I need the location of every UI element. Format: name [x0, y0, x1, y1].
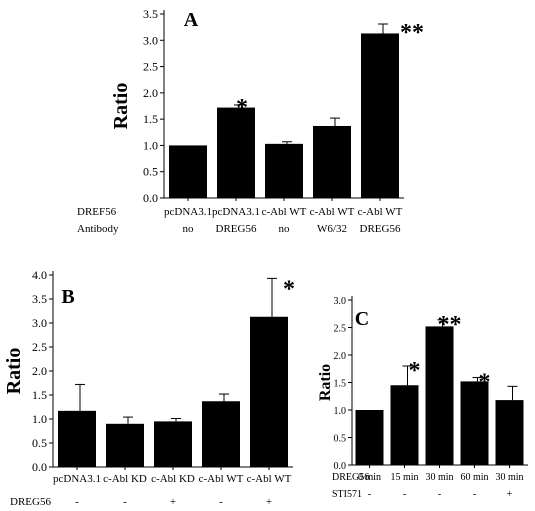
panel-a-category-label: c-Abl WT	[262, 206, 307, 218]
panel-c-category-label: +	[507, 489, 513, 500]
panel-c-category-label: 15 min	[390, 472, 418, 483]
panel-c-bar	[425, 326, 454, 465]
panel-b-bar	[250, 316, 288, 467]
panel-a-bar	[361, 33, 399, 198]
panel-a-y-tick-label: 1.0	[143, 138, 158, 152]
panel-b-y-tick-label: 3.0	[32, 316, 47, 330]
panel-a-row-label: Antibody	[77, 223, 119, 235]
panel-a-row-label: DREF56	[77, 206, 117, 218]
panel-b-category-label: pcDNA3.1	[53, 473, 101, 485]
panel-a-category-label: DREG56	[216, 223, 257, 235]
panel-b-y-tick-label: 1.5	[32, 388, 47, 402]
panel-a-y-tick-label: 0.5	[143, 165, 158, 179]
panel-c-y-tick-label: 0.5	[334, 434, 347, 445]
panel-b-significance-mark: *	[283, 276, 295, 302]
panel-c-title: C	[355, 308, 369, 330]
panel-b-bar	[106, 423, 144, 467]
panel-a-y-tick-label: 3.0	[143, 33, 158, 47]
panel-a-category-label: W6/32	[317, 223, 347, 235]
panel-c-category-label: 30 min	[495, 472, 523, 483]
panel-c-category-label: -	[368, 489, 371, 500]
panel-c-y-tick-label: 3.0	[334, 296, 347, 307]
panel-c-bar	[495, 400, 524, 465]
panel-a-y-tick-label: 2.0	[143, 86, 158, 100]
panel-b-bar	[154, 421, 192, 467]
panel-c-bar	[355, 410, 384, 465]
panel-b-y-tick-label: 3.5	[32, 292, 47, 306]
panel-c-significance-mark: *	[479, 370, 491, 396]
panel-c-y-tick-label: 1.0	[334, 406, 347, 417]
panel-b-category-label: c-Abl WT	[247, 473, 292, 485]
panel-c-category-label: -	[403, 489, 406, 500]
panel-a-category-label: pcDNA3.1	[164, 206, 212, 218]
panel-b-category-label: +	[170, 496, 176, 508]
panel-b-y-tick-label: 0.0	[32, 460, 47, 474]
panel-a-category-label: pcDNA3.1	[212, 206, 260, 218]
panel-b-y-tick-label: 2.0	[32, 364, 47, 378]
panel-a-category-label: c-Abl WT	[358, 206, 403, 218]
panel-a-title: A	[184, 9, 199, 31]
panel-b-category-label: -	[123, 496, 127, 508]
panel-a-bar	[217, 107, 255, 198]
panel-c-significance-mark: **	[438, 312, 462, 338]
panel-a-y-axis-label: Ratio	[110, 83, 132, 130]
panel-a-category-label: c-Abl WT	[310, 206, 355, 218]
panel-c-row-label: STI571	[332, 489, 362, 500]
panel-a-y-tick-label: 2.5	[143, 60, 158, 74]
panel-c-bar	[460, 381, 489, 465]
panel-c-y-tick-label: 2.0	[334, 351, 347, 362]
panel-a-y-tick-label: 0.0	[143, 191, 158, 205]
panel-c-y-tick-label: 2.5	[334, 324, 347, 335]
panel-a-bar	[169, 145, 207, 198]
panel-b-y-tick-label: 1.0	[32, 412, 47, 426]
panel-c-y-tick-label: 1.5	[334, 379, 347, 390]
panel-a-category-label: no	[279, 223, 291, 235]
panel-b-category-label: -	[75, 496, 79, 508]
panel-a-category-label: DREG56	[360, 223, 401, 235]
panel-a-y-tick-label: 3.5	[143, 7, 158, 21]
panel-c-category-label: 60 min	[460, 472, 488, 483]
panel-b-y-tick-label: 4.0	[32, 268, 47, 282]
panel-b-category-label: c-Abl KD	[103, 473, 147, 485]
panel-b-category-label: -	[219, 496, 223, 508]
panel-c-category-label: -	[438, 489, 441, 500]
panel-c-y-tick-label: 0.0	[334, 461, 347, 472]
panel-b-row-label: DREG56	[10, 496, 51, 508]
panel-c-category-label: 0 min	[358, 472, 381, 483]
panel-b-category-label: c-Abl KD	[151, 473, 195, 485]
panel-a-bar	[313, 125, 351, 198]
panel-a-bar	[265, 143, 303, 198]
panel-a-category-label: no	[183, 223, 195, 235]
panel-a-significance-mark: **	[400, 20, 424, 46]
panel-a-significance-mark: *	[236, 95, 248, 121]
panel-b-y-tick-label: 0.5	[32, 436, 47, 450]
panel-c-bar	[390, 385, 419, 465]
panel-b-y-tick-label: 2.5	[32, 340, 47, 354]
panel-b-bar	[202, 401, 240, 467]
panel-b-bar	[58, 410, 96, 467]
panel-b-category-label: c-Abl WT	[199, 473, 244, 485]
panel-c-y-axis-label: Ratio	[317, 364, 334, 401]
panel-b-title: B	[61, 286, 74, 308]
panel-b-y-axis-label: Ratio	[3, 348, 25, 395]
panel-a-y-tick-label: 1.5	[143, 112, 158, 126]
panel-c-row-label: DREG56	[332, 472, 369, 483]
panel-c-significance-mark: *	[409, 358, 421, 384]
panel-c-category-label: -	[473, 489, 476, 500]
panel-c-category-label: 30 min	[425, 472, 453, 483]
panel-b-category-label: +	[266, 496, 272, 508]
